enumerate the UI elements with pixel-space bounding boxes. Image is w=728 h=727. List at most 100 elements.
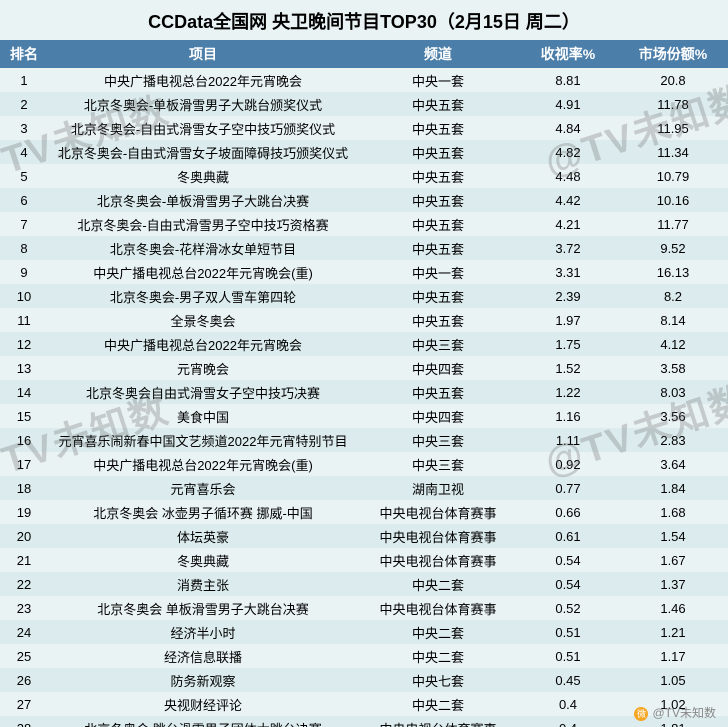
cell-rating: 1.52	[518, 356, 618, 380]
cell-program: 北京冬奥会-单板滑雪男子大跳台决赛	[48, 188, 358, 212]
cell-share: 1.37	[618, 572, 728, 596]
table-row: 28北京冬奥会 跳台滑雪男子团体大跳台决赛中央电视台体育赛事0.41.81	[0, 716, 728, 727]
cell-program: 北京冬奥会-男子双人雪车第四轮	[48, 284, 358, 308]
cell-rank: 25	[0, 644, 48, 668]
cell-rating: 4.42	[518, 188, 618, 212]
cell-rating: 0.4	[518, 692, 618, 716]
cell-rating: 0.54	[518, 548, 618, 572]
cell-rank: 14	[0, 380, 48, 404]
cell-channel: 中央电视台体育赛事	[358, 596, 518, 620]
cell-share: 8.14	[618, 308, 728, 332]
cell-rank: 17	[0, 452, 48, 476]
cell-channel: 中央二套	[358, 692, 518, 716]
cell-share: 11.77	[618, 212, 728, 236]
table-row: 1中央广播电视总台2022年元宵晚会中央一套8.8120.8	[0, 68, 728, 92]
cell-program: 北京冬奥会 单板滑雪男子大跳台决赛	[48, 596, 358, 620]
cell-rating: 0.52	[518, 596, 618, 620]
cell-channel: 中央七套	[358, 668, 518, 692]
table-row: 22消费主张中央二套0.541.37	[0, 572, 728, 596]
cell-program: 北京冬奥会 冰壶男子循环赛 挪威-中国	[48, 500, 358, 524]
cell-rank: 27	[0, 692, 48, 716]
cell-program: 元宵喜乐会	[48, 476, 358, 500]
footer-weibo-handle: 微@TV未知数	[634, 704, 716, 721]
cell-channel: 中央五套	[358, 236, 518, 260]
cell-rating: 3.72	[518, 236, 618, 260]
cell-channel: 中央一套	[358, 68, 518, 92]
cell-program: 北京冬奥会-自由式滑雪女子坡面障碍技巧颁奖仪式	[48, 140, 358, 164]
col-channel: 频道	[358, 40, 518, 68]
cell-rating: 0.61	[518, 524, 618, 548]
cell-rating: 1.22	[518, 380, 618, 404]
page-title: CCData全国网 央卫晚间节目TOP30（2月15日 周二）	[0, 0, 728, 40]
cell-share: 3.56	[618, 404, 728, 428]
cell-program: 体坛英豪	[48, 524, 358, 548]
cell-program: 北京冬奥会 跳台滑雪男子团体大跳台决赛	[48, 716, 358, 727]
cell-rank: 10	[0, 284, 48, 308]
cell-channel: 中央电视台体育赛事	[358, 548, 518, 572]
cell-program: 经济信息联播	[48, 644, 358, 668]
table-row: 7北京冬奥会-自由式滑雪男子空中技巧资格赛中央五套4.2111.77	[0, 212, 728, 236]
cell-rating: 0.66	[518, 500, 618, 524]
cell-rating: 8.81	[518, 68, 618, 92]
cell-channel: 中央三套	[358, 452, 518, 476]
cell-rank: 11	[0, 308, 48, 332]
cell-channel: 中央电视台体育赛事	[358, 716, 518, 727]
cell-rating: 0.4	[518, 716, 618, 727]
cell-rating: 3.31	[518, 260, 618, 284]
cell-channel: 中央五套	[358, 188, 518, 212]
cell-rating: 4.21	[518, 212, 618, 236]
cell-channel: 中央五套	[358, 92, 518, 116]
table-row: 11全景冬奥会中央五套1.978.14	[0, 308, 728, 332]
cell-share: 1.46	[618, 596, 728, 620]
cell-share: 3.64	[618, 452, 728, 476]
table-row: 2北京冬奥会-单板滑雪男子大跳台颁奖仪式中央五套4.9111.78	[0, 92, 728, 116]
cell-share: 1.21	[618, 620, 728, 644]
table-header-row: 排名 项目 频道 收视率% 市场份额%	[0, 40, 728, 68]
table-row: 14北京冬奥会自由式滑雪女子空中技巧决赛中央五套1.228.03	[0, 380, 728, 404]
cell-rating: 1.97	[518, 308, 618, 332]
cell-program: 北京冬奥会-花样滑冰女单短节目	[48, 236, 358, 260]
table-row: 5冬奥典藏中央五套4.4810.79	[0, 164, 728, 188]
cell-program: 全景冬奥会	[48, 308, 358, 332]
cell-rating: 0.51	[518, 620, 618, 644]
cell-rank: 2	[0, 92, 48, 116]
cell-rank: 13	[0, 356, 48, 380]
cell-rating: 0.77	[518, 476, 618, 500]
cell-program: 中央广播电视总台2022年元宵晚会	[48, 332, 358, 356]
cell-share: 11.78	[618, 92, 728, 116]
cell-rating: 4.48	[518, 164, 618, 188]
cell-rating: 4.82	[518, 140, 618, 164]
cell-share: 1.05	[618, 668, 728, 692]
cell-share: 16.13	[618, 260, 728, 284]
cell-channel: 中央四套	[358, 404, 518, 428]
cell-rank: 20	[0, 524, 48, 548]
cell-rank: 26	[0, 668, 48, 692]
cell-share: 1.68	[618, 500, 728, 524]
cell-program: 北京冬奥会自由式滑雪女子空中技巧决赛	[48, 380, 358, 404]
cell-rank: 24	[0, 620, 48, 644]
cell-program: 防务新观察	[48, 668, 358, 692]
cell-program: 中央广播电视总台2022年元宵晚会(重)	[48, 260, 358, 284]
table-row: 25经济信息联播中央二套0.511.17	[0, 644, 728, 668]
cell-rank: 15	[0, 404, 48, 428]
table-row: 16元宵喜乐闹新春中国文艺频道2022年元宵特别节目中央三套1.112.83	[0, 428, 728, 452]
cell-channel: 中央二套	[358, 644, 518, 668]
cell-channel: 中央一套	[358, 260, 518, 284]
cell-channel: 中央五套	[358, 116, 518, 140]
cell-rank: 16	[0, 428, 48, 452]
cell-channel: 中央五套	[358, 308, 518, 332]
cell-share: 10.79	[618, 164, 728, 188]
cell-program: 中央广播电视总台2022年元宵晚会(重)	[48, 452, 358, 476]
table-row: 26防务新观察中央七套0.451.05	[0, 668, 728, 692]
table-row: 3北京冬奥会-自由式滑雪女子空中技巧颁奖仪式中央五套4.8411.95	[0, 116, 728, 140]
cell-rating: 2.39	[518, 284, 618, 308]
cell-share: 1.67	[618, 548, 728, 572]
cell-channel: 中央五套	[358, 140, 518, 164]
cell-rank: 19	[0, 500, 48, 524]
cell-rank: 6	[0, 188, 48, 212]
cell-channel: 中央五套	[358, 284, 518, 308]
table-row: 21冬奥典藏中央电视台体育赛事0.541.67	[0, 548, 728, 572]
weibo-icon: 微	[634, 707, 648, 721]
table-row: 4北京冬奥会-自由式滑雪女子坡面障碍技巧颁奖仪式中央五套4.8211.34	[0, 140, 728, 164]
table-row: 24经济半小时中央二套0.511.21	[0, 620, 728, 644]
